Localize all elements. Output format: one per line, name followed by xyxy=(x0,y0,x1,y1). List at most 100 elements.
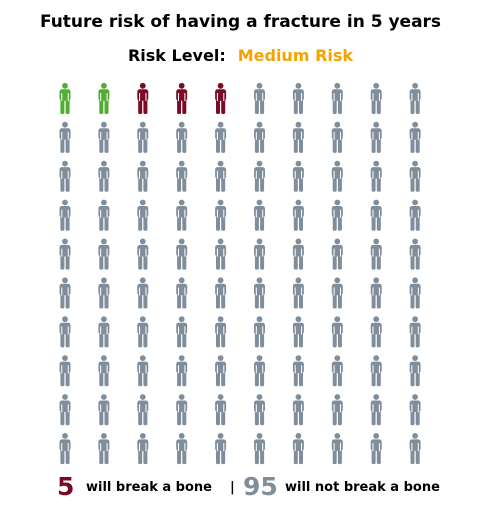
person-icon xyxy=(370,316,382,348)
person-icon xyxy=(409,355,421,387)
person-icon xyxy=(331,121,343,153)
person-icon xyxy=(215,355,227,387)
person-icon xyxy=(331,82,343,114)
person-icon xyxy=(370,121,382,153)
person-icon xyxy=(137,316,149,348)
person-icon xyxy=(215,82,227,114)
person-icon xyxy=(137,121,149,153)
person-icon xyxy=(59,394,71,426)
break-text: will break a bone xyxy=(86,480,212,495)
person-icon xyxy=(59,121,71,153)
person-icon xyxy=(292,121,304,153)
person-icon xyxy=(292,82,304,114)
person-icon xyxy=(215,199,227,231)
break-count: 5 xyxy=(57,472,75,501)
person-icon xyxy=(370,433,382,465)
person-icon xyxy=(137,199,149,231)
person-icon xyxy=(98,394,110,426)
footer-separator: | xyxy=(230,480,235,495)
person-icon xyxy=(59,160,71,192)
person-icon xyxy=(254,238,265,270)
person-icon xyxy=(137,355,149,387)
person-icon xyxy=(59,82,71,114)
person-icon xyxy=(370,277,382,309)
person-icon xyxy=(98,316,110,348)
person-icon xyxy=(331,316,343,348)
person-icon xyxy=(254,433,265,465)
person-icon xyxy=(176,277,188,309)
person-icon xyxy=(370,199,382,231)
person-icon xyxy=(409,160,421,192)
person-icon xyxy=(254,316,265,348)
person-icon xyxy=(176,433,188,465)
person-icon xyxy=(370,160,382,192)
person-icon xyxy=(331,199,343,231)
person-icon xyxy=(331,394,343,426)
risk-level-value: Medium Risk xyxy=(237,46,354,65)
person-icon xyxy=(215,394,227,426)
person-icon xyxy=(98,82,110,114)
person-icon xyxy=(409,82,421,114)
person-icon xyxy=(215,433,227,465)
person-icon xyxy=(409,238,421,270)
no-break-count: 95 xyxy=(243,472,278,501)
no-break-text: will not break a bone xyxy=(285,480,440,495)
person-icon xyxy=(59,199,71,231)
person-icon xyxy=(254,160,265,192)
person-icon xyxy=(331,433,343,465)
person-icon xyxy=(292,277,304,309)
person-icon xyxy=(176,160,188,192)
person-icon xyxy=(409,199,421,231)
person-icon xyxy=(137,160,149,192)
person-icon xyxy=(370,82,382,114)
person-icon xyxy=(215,238,227,270)
person-icon xyxy=(409,433,421,465)
person-icon xyxy=(331,355,343,387)
person-icon xyxy=(98,121,110,153)
person-icon xyxy=(254,82,265,114)
risk-level-label: Risk Level: xyxy=(127,46,226,65)
person-icon xyxy=(98,160,110,192)
person-icon xyxy=(176,355,188,387)
person-icon xyxy=(176,82,188,114)
person-icon xyxy=(98,199,110,231)
legend-footer: 5 will break a bone | 95 will not break … xyxy=(0,470,481,504)
person-icon xyxy=(331,277,343,309)
person-icon xyxy=(409,277,421,309)
person-icon xyxy=(215,316,227,348)
person-icon xyxy=(59,277,71,309)
person-icon xyxy=(292,316,304,348)
person-icon xyxy=(59,433,71,465)
person-icon xyxy=(370,238,382,270)
pictograph-grid xyxy=(59,82,421,465)
person-icon xyxy=(215,160,227,192)
person-icon xyxy=(137,394,149,426)
person-icon xyxy=(292,355,304,387)
person-icon xyxy=(176,199,188,231)
person-icon xyxy=(176,238,188,270)
person-icon xyxy=(254,394,265,426)
person-icon xyxy=(292,238,304,270)
person-icon xyxy=(215,277,227,309)
person-icon xyxy=(137,277,149,309)
person-icon xyxy=(409,121,421,153)
person-icon xyxy=(409,394,421,426)
person-icon xyxy=(370,394,382,426)
person-icon xyxy=(176,316,188,348)
person-icon xyxy=(292,199,304,231)
person-icon xyxy=(98,433,110,465)
person-icon xyxy=(137,433,149,465)
person-icon xyxy=(137,82,149,114)
person-icon xyxy=(254,121,265,153)
person-icon xyxy=(137,238,149,270)
person-icon xyxy=(409,316,421,348)
person-icon xyxy=(370,355,382,387)
person-icon xyxy=(254,355,265,387)
person-icon xyxy=(215,121,227,153)
person-icon xyxy=(292,433,304,465)
person-icon xyxy=(59,316,71,348)
person-icon xyxy=(254,277,265,309)
person-icon xyxy=(176,394,188,426)
chart-title: Future risk of having a fracture in 5 ye… xyxy=(39,12,442,32)
person-icon xyxy=(292,394,304,426)
